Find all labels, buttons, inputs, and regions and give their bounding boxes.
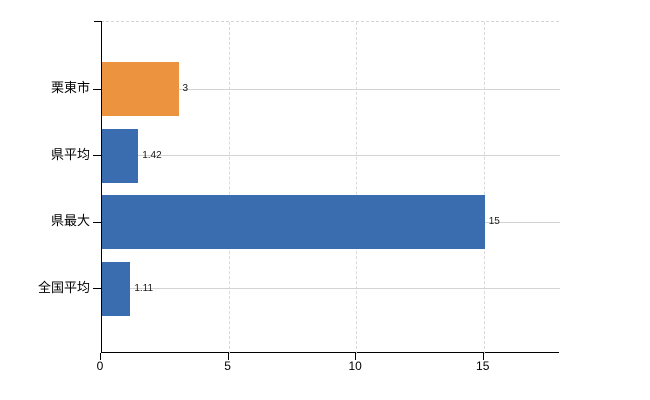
- category-label: 県平均: [50, 146, 90, 162]
- category-label: 栗東市: [50, 80, 90, 95]
- category-label: 全国平均: [37, 279, 90, 295]
- category-label: 県最大: [50, 213, 90, 228]
- bar: [102, 62, 179, 116]
- x-axis-tick: [100, 353, 101, 360]
- y-axis-tick: [93, 221, 102, 223]
- x-axis-tick: [355, 353, 357, 360]
- y-axis-tick: [93, 288, 102, 289]
- bar: [102, 261, 131, 316]
- bar-value-label: 1.11: [134, 282, 154, 294]
- bar-value-label: 15: [488, 216, 500, 227]
- y-axis-tick: [93, 155, 102, 156]
- x-tick-label: 10: [348, 359, 362, 373]
- x-tick-label: 15: [476, 359, 490, 373]
- vertical-gridline: [228, 22, 230, 354]
- value-labels-layer: 3 1.42 15 1.11: [102, 22, 559, 352]
- bar: [102, 195, 485, 249]
- vertical-gridline: [356, 22, 358, 354]
- plot-area: 3 1.42 15 1.11: [93, 21, 560, 354]
- y-axis-tick: [93, 88, 102, 90]
- bars-layer: [102, 22, 559, 352]
- y-axis-top-tick: [94, 21, 102, 22]
- x-tick-label: 0: [96, 359, 104, 373]
- category-gridline: [102, 88, 560, 90]
- bar: [102, 128, 139, 183]
- x-axis-tick: [227, 353, 229, 360]
- category-gridline: [102, 155, 560, 156]
- x-tick-label: 5: [224, 359, 231, 373]
- bar-value-label: 1.42: [142, 149, 162, 161]
- vertical-gridline: [483, 22, 485, 354]
- category-gridline: [102, 288, 560, 289]
- x-axis-tick: [482, 353, 484, 360]
- bar-value-label: 3: [182, 83, 189, 94]
